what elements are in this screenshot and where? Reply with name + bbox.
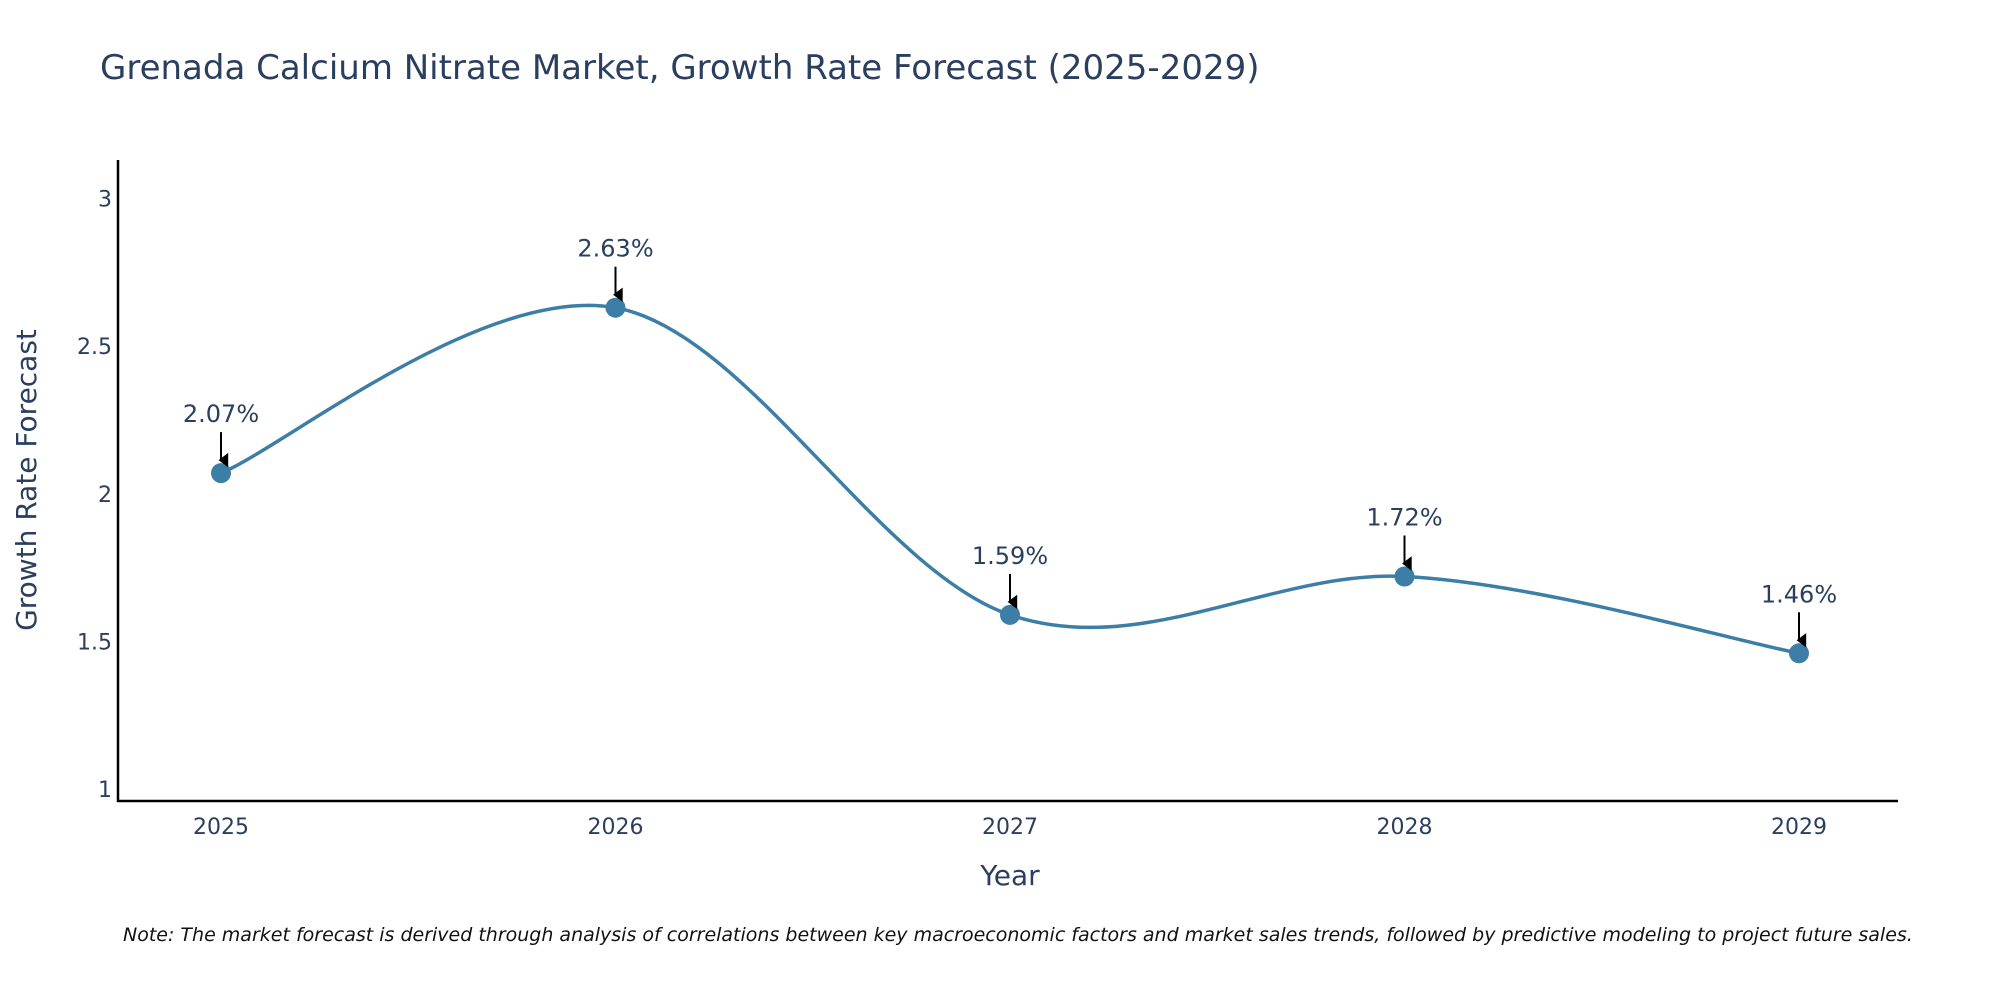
data-label: 1.46%: [1761, 580, 1837, 608]
data-annotations: 2.07% 2.63% 1.59% 1.72% 1.46%: [183, 235, 1837, 648]
y-axis-ticks: 1 1.5 2 2.5 3: [77, 187, 112, 803]
data-label: 2.07%: [183, 400, 259, 428]
y-tick-label: 1.5: [77, 630, 112, 655]
y-tick-label: 1: [98, 778, 112, 803]
data-points: [211, 297, 1809, 664]
data-point: [1394, 566, 1415, 587]
data-label: 2.63%: [577, 235, 653, 263]
y-tick-label: 3: [98, 187, 112, 212]
data-point: [1789, 643, 1809, 664]
y-tick-label: 2.5: [77, 335, 112, 360]
data-label: 1.72%: [1366, 504, 1442, 532]
data-point: [211, 463, 231, 484]
x-tick-label: 2027: [982, 815, 1038, 840]
x-tick-label: 2028: [1377, 815, 1433, 840]
x-axis-ticks: 2025 2026 2027 2028 2029: [193, 815, 1827, 840]
chart-title: Grenada Calcium Nitrate Market, Growth R…: [100, 48, 1260, 88]
x-tick-label: 2029: [1771, 815, 1827, 840]
series-line: [220, 303, 1800, 656]
footnote: Note: The market forecast is derived thr…: [123, 924, 1913, 946]
x-tick-label: 2025: [193, 815, 249, 840]
y-tick-label: 2: [98, 483, 112, 508]
x-tick-label: 2026: [588, 815, 644, 840]
data-point: [1000, 604, 1020, 625]
y-axis-title: Growth Rate Forecast: [10, 329, 43, 631]
data-label: 1.59%: [972, 542, 1048, 570]
x-axis-title: Year: [979, 859, 1040, 892]
data-point: [605, 297, 626, 318]
